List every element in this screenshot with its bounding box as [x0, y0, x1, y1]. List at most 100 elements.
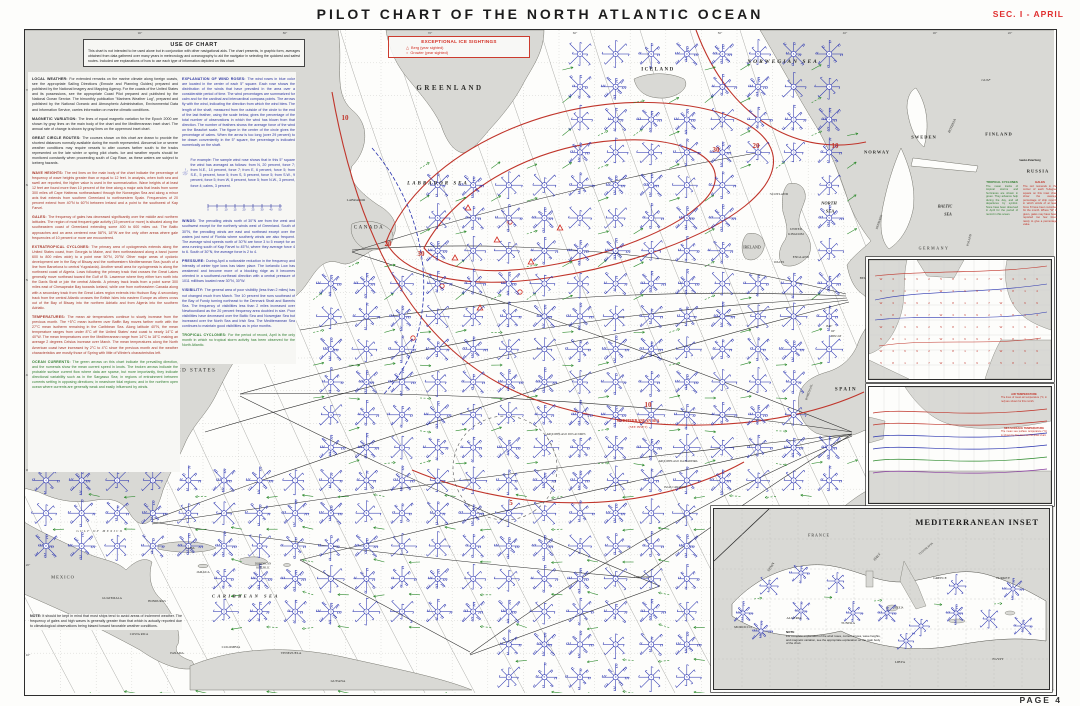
sample-wind-rose: 3 [182, 168, 189, 176]
ocean-currents-layer [52, 63, 859, 693]
gulf-of-finland-water [910, 157, 979, 173]
svg-text:3: 3 [793, 85, 795, 89]
ice-sighting-markers-layer [410, 204, 564, 341]
iceland [633, 73, 687, 99]
gales-inset-note: GALES The red numerals in the corner of … [1023, 180, 1057, 227]
sea-surface-temperature-legend: SEA SURFACE TEMPERATURE The mean sea surf… [1001, 427, 1047, 437]
map-label: MOROCCO [734, 625, 752, 629]
svg-text:5: 5 [615, 85, 617, 89]
svg-text:9: 9 [472, 183, 474, 187]
svg-text:7: 7 [686, 118, 688, 122]
right-text-panel-bg [180, 72, 296, 364]
ice-legend-growler-item: ○ Growler (year sighted) [406, 51, 448, 55]
newfoundland [350, 221, 394, 251]
svg-text:4: 4 [686, 150, 688, 154]
map-label: GREECE [933, 576, 947, 580]
svg-text:3: 3 [650, 118, 652, 122]
use-of-chart-heading: USE OF CHART [170, 42, 218, 48]
map-label: LIBYA [894, 660, 906, 664]
svg-text:1: 1 [544, 216, 546, 220]
svg-text:4: 4 [722, 52, 724, 56]
ice-legend-berg-item: △ Berg (year sighted) [406, 46, 444, 50]
south-america [189, 649, 473, 691]
svg-text:6: 6 [615, 183, 617, 187]
svg-text:8: 8 [722, 118, 724, 122]
svg-text:5: 5 [757, 52, 759, 56]
map-label: SICILIA [894, 606, 904, 610]
mediterranean-inset-title: MEDITERRANEAN INSET [915, 517, 1039, 527]
text-block-magnetic-variation: MAGNETIC VARIATION: The lines of equal m… [32, 116, 178, 131]
svg-text:6: 6 [757, 150, 759, 154]
svg-text:1: 1 [686, 183, 688, 187]
text-block-gales: GALES: The frequency of gales has decrea… [32, 215, 178, 240]
text-block-temperatures: TEMPERATURES: The mean air temperatures … [32, 314, 178, 355]
svg-text:8: 8 [437, 183, 439, 187]
growler-circle-icon: ○ [406, 51, 409, 55]
map-label: ALGERIA [786, 616, 802, 620]
svg-text:8: 8 [615, 52, 617, 56]
text-block-great-circle-routes: GREAT CIRCLE ROUTES: The courses shown o… [32, 135, 178, 166]
air-temperature-legend: AIR TEMPERATURE The lines of mean air tem… [1001, 393, 1047, 403]
jamaica [197, 563, 209, 569]
text-block-wind-rose-example: 3 For example: The sample wind rose shows… [182, 152, 295, 194]
map-label: YUGOSLAVIA [918, 542, 934, 556]
mediterranean-inset-note: NOTE For complete explanation of the win… [786, 630, 881, 646]
svg-text:5: 5 [722, 150, 724, 154]
wind-roses-layer: 4 8 9 0 4 5 6 04 5 1 2 3 71 2 3 7 8 9 3 48 9 3 4 5 6 0 18 9 0 4 5 6 0 1 2 8… [31, 39, 845, 693]
note-block: NOTE: It should be kept in mind that mos… [30, 614, 182, 630]
svg-text:1: 1 [579, 118, 581, 122]
map-label: ITALY [872, 552, 882, 562]
text-block-visibility: VISIBILITY: The general area of poor vis… [182, 288, 296, 329]
ireland [741, 233, 765, 261]
svg-text:2: 2 [615, 118, 617, 122]
svg-text:9: 9 [650, 52, 652, 56]
united-kingdom [779, 183, 811, 267]
chart-neatline-outer [24, 29, 1057, 696]
map-label: FRANCE [808, 532, 830, 538]
gulf-of-bothnia-water [906, 87, 928, 148]
svg-text:4: 4 [544, 183, 546, 187]
ice-limit-line [371, 147, 558, 521]
page-title: PILOT CHART OF THE NORTH ATLANTIC OCEAN [316, 6, 764, 22]
svg-text:2: 2 [757, 85, 759, 89]
percentage-scale-ruler: 0 5 10 15 20 25 30 40 50 [206, 198, 295, 216]
svg-text:1: 1 [828, 150, 830, 154]
right-text-column: EXPLANATION OF WIND ROSES: The wind rose… [182, 77, 295, 352]
note-body: It should be kept in mind that most ship… [30, 614, 182, 629]
left-text-column: LOCAL WEATHER: For extended remarks on t… [32, 77, 178, 394]
svg-text:8: 8 [828, 183, 830, 187]
svg-text:1: 1 [722, 85, 724, 89]
text-block-extratropical-cyclones: EXTRATROPICAL CYCLONES: The primary area… [32, 244, 178, 310]
svg-text:8: 8 [579, 150, 581, 154]
text-block-explanation-wind-roses: EXPLANATION OF WIND ROSES: The wind rose… [182, 77, 295, 148]
text-block-wave-heights: WAVE HEIGHTS: The red lines on the main … [32, 170, 178, 211]
svg-text:2: 2 [579, 216, 581, 220]
compass-circle [452, 415, 558, 521]
svg-text:6: 6 [615, 216, 617, 220]
text-block-pressure: PRESSURE: During April a noticeable redu… [182, 258, 295, 284]
ice-sightings-legend: EXCEPTIONAL ICE SIGHTINGS △ Berg (year s… [388, 36, 530, 58]
svg-text:9: 9 [757, 118, 759, 122]
text-block-local-weather: LOCAL WEATHER: For extended remarks on t… [32, 77, 179, 112]
svg-text:6: 6 [472, 216, 474, 220]
text-block-ocean-currents: OCEAN CURRENTS: The green arrows on this… [32, 359, 178, 390]
svg-text:0: 0 [828, 52, 830, 56]
svg-text:3: 3 [650, 150, 652, 154]
svg-text:0: 0 [793, 150, 795, 154]
use-of-chart-body: This chart is not intended to be used al… [88, 49, 300, 63]
svg-text:0: 0 [650, 183, 652, 187]
map-label: TURKEY [995, 576, 1011, 580]
text-block-tropical-cyclones: TROPICAL CYCLONES: For the period of rec… [182, 333, 295, 348]
map-label: SPAIN [766, 561, 776, 573]
svg-text:0: 0 [508, 216, 510, 220]
svg-text:6: 6 [793, 52, 795, 56]
svg-text:5: 5 [437, 216, 439, 220]
svg-text:0: 0 [686, 52, 688, 56]
svg-text:5: 5 [579, 183, 581, 187]
page-number: PAGE 4 [1019, 695, 1062, 705]
section-month-label: SEC. I - APRIL [992, 9, 1064, 19]
use-of-chart-box: USE OF CHART This chart is not intended … [83, 39, 305, 67]
